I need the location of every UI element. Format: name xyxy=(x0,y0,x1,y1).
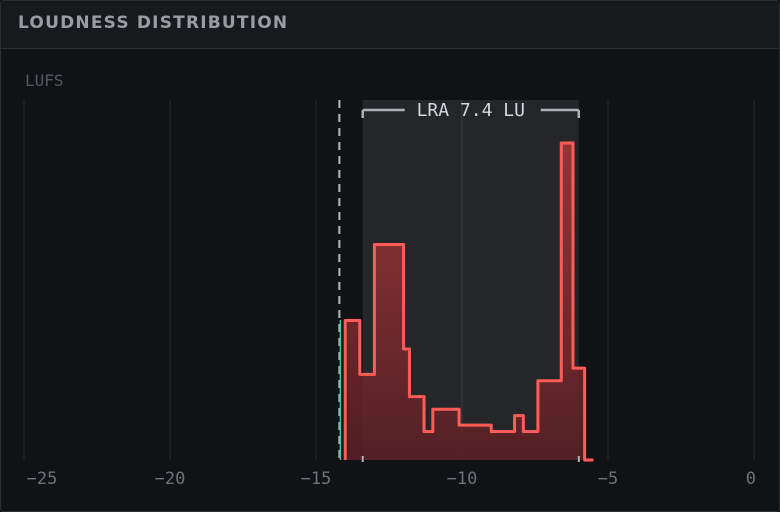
histogram-bin xyxy=(538,381,561,460)
histogram-bin xyxy=(345,321,360,460)
histogram-bin xyxy=(515,416,524,460)
histogram-bin xyxy=(573,368,585,460)
x-tick-label: 0 xyxy=(746,469,756,489)
histogram-line xyxy=(343,141,594,462)
x-tick-label: −25 xyxy=(27,469,58,489)
panel-header: LOUDNESS DISTRIBUTION xyxy=(1,1,779,49)
histogram-bin xyxy=(561,143,573,460)
y-axis-unit-label: LUFS xyxy=(25,71,64,90)
x-tick-label: −5 xyxy=(598,469,618,489)
lra-label: LRA 7.4 LU xyxy=(417,100,525,121)
histogram-bin xyxy=(459,425,491,460)
histogram-bin xyxy=(404,349,410,460)
panel-title: LOUDNESS DISTRIBUTION xyxy=(18,13,289,33)
histogram-bin xyxy=(409,397,424,460)
x-tick-label: −20 xyxy=(155,469,186,489)
histogram-area xyxy=(345,143,594,460)
histogram-bin xyxy=(374,244,403,460)
histogram-bin xyxy=(523,431,538,460)
x-tick-label: −10 xyxy=(447,469,478,489)
histogram-bin xyxy=(424,431,433,460)
x-tick-label: −15 xyxy=(301,469,332,489)
histogram-bin xyxy=(360,374,375,460)
histogram-bin xyxy=(491,431,514,460)
histogram-bin xyxy=(433,409,459,460)
